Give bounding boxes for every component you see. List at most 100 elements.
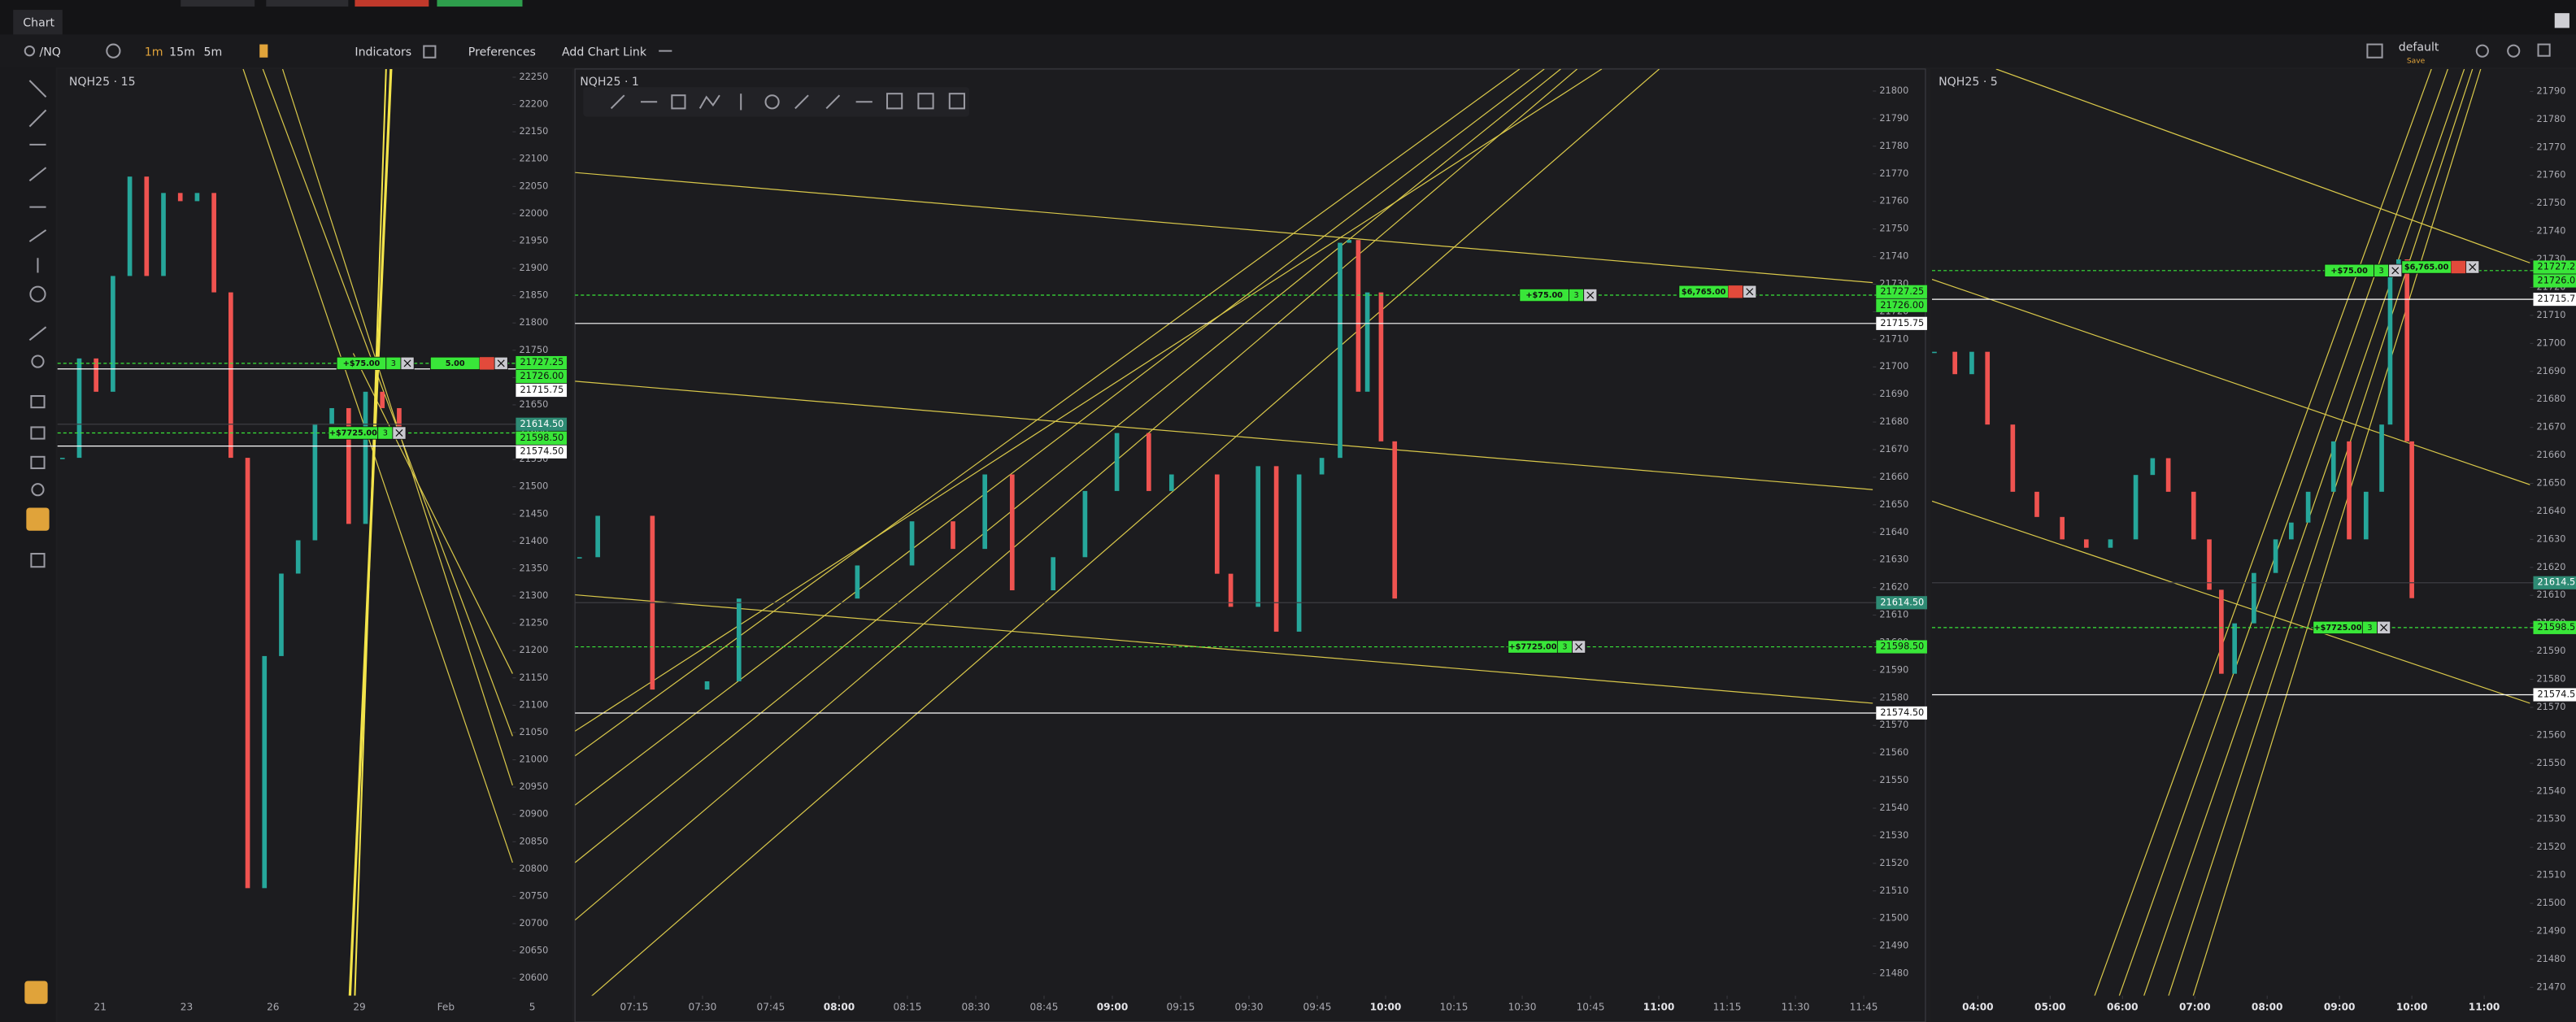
candle [397,407,402,433]
link-tool[interactable] [26,507,50,531]
y-tick-label: 20600 [519,972,548,983]
trendline[interactable] [575,381,1873,490]
tool[interactable] [948,93,965,110]
trendline[interactable] [1931,500,2530,704]
tool[interactable] [30,455,46,469]
symbol[interactable]: /NQ [39,46,60,59]
fullscreen-icon[interactable] [2537,43,2551,57]
trendline[interactable] [575,68,1603,732]
candle [704,681,710,690]
candle [380,391,385,408]
order-reverse-button[interactable] [2451,260,2466,274]
trendline[interactable] [262,68,513,737]
y-tick-label: 21680 [1879,416,1908,427]
y-tick-label: 21620 [1879,582,1908,593]
add-tab-button[interactable] [2554,13,2569,28]
trendline[interactable] [1995,68,2530,263]
trendline[interactable] [2168,68,2474,996]
y-tick-label: 21550 [1879,775,1908,785]
tool[interactable] [610,94,625,110]
interval[interactable]: 15m [169,46,195,59]
chart-layer: 22250 22200 22150 22100 22050 22000 21950 21900… [57,72,2576,1012]
templates-icon[interactable] [423,45,437,59]
tool[interactable] [28,326,47,341]
save-button[interactable]: Save [2407,57,2426,65]
tool[interactable] [31,354,45,368]
trendline[interactable] [352,353,513,674]
search-icon[interactable] [24,45,36,57]
preferences-button[interactable]: Preferences [468,46,536,59]
tool[interactable] [29,285,46,302]
add-chart-link-button[interactable]: Add Chart Link [562,46,647,59]
x-tick-label: 11:00 [2469,1001,2500,1012]
buy-button[interactable] [437,0,523,7]
tool[interactable] [28,109,47,128]
trendline[interactable] [575,68,1577,921]
candle [2232,623,2237,674]
layout-icon[interactable] [2366,43,2383,59]
settings-icon[interactable] [2507,44,2521,58]
trendline[interactable] [575,68,1545,806]
zoom-icon[interactable] [2475,44,2489,58]
candle [1969,351,1974,375]
tool[interactable] [28,229,47,242]
x-tick-label: 11:15 [1713,1001,1742,1012]
candle [1932,351,1937,354]
y-tick-label: 21900 [519,263,548,273]
y-tick-label: 21470 [2537,981,2566,992]
tool[interactable] [794,94,809,110]
chart-type-icon[interactable] [259,44,268,58]
sell-button[interactable] [355,0,429,7]
x-tick-label: Feb [437,1001,455,1012]
trendline[interactable] [242,68,513,863]
trendline[interactable] [575,68,1521,757]
price-tag [516,445,568,459]
trendline[interactable] [1931,278,2530,485]
tool[interactable] [30,426,46,440]
layout-name[interactable]: default [2399,41,2439,54]
x-tick-label: 10:00 [1370,1001,1402,1012]
trendline[interactable] [354,68,387,996]
trendline[interactable] [2143,68,2465,996]
trendline[interactable] [575,68,1660,1011]
price-tag-label: 21614.50 [520,419,564,429]
order-reverse-button[interactable] [479,357,495,370]
y-tick-label: 21650 [1879,499,1908,510]
tool[interactable] [764,94,780,110]
tool[interactable] [31,483,45,497]
tool[interactable] [917,93,934,110]
tab[interactable] [13,10,63,35]
candle [1985,351,1991,425]
candle [909,521,915,566]
tool[interactable] [30,395,46,409]
y-tick-label: 21570 [1879,720,1908,730]
tool[interactable] [825,94,841,110]
tool[interactable] [698,94,720,109]
interval[interactable]: 5m [204,46,223,59]
price-tag [1876,706,1927,720]
tool[interactable] [28,80,47,98]
trendline[interactable] [2094,68,2432,996]
order-pnl: +$7725.00 [329,429,377,438]
candle [211,193,216,293]
favorites-tool[interactable] [24,981,48,1004]
price-tag-label: 21598.50 [520,433,564,443]
candle [295,540,301,574]
add-button[interactable] [106,43,121,59]
tool[interactable] [671,94,686,110]
candle [1273,466,1279,632]
trendline[interactable] [575,172,1873,284]
trendline[interactable] [2192,68,2482,996]
price-tag [516,355,568,370]
tool[interactable] [886,93,903,110]
order-reverse-button[interactable] [1728,285,1743,298]
trendline[interactable] [575,594,1873,704]
indicators-button[interactable]: Indicators [355,46,411,59]
trash-tool[interactable] [30,553,46,568]
y-tick-label: 21740 [1879,251,1908,262]
trendline[interactable] [2118,68,2448,996]
tool[interactable] [28,167,47,182]
candle [1392,441,1398,599]
interval[interactable]: 1m [145,46,163,59]
x-tick-label: 09:00 [1097,1001,1129,1012]
